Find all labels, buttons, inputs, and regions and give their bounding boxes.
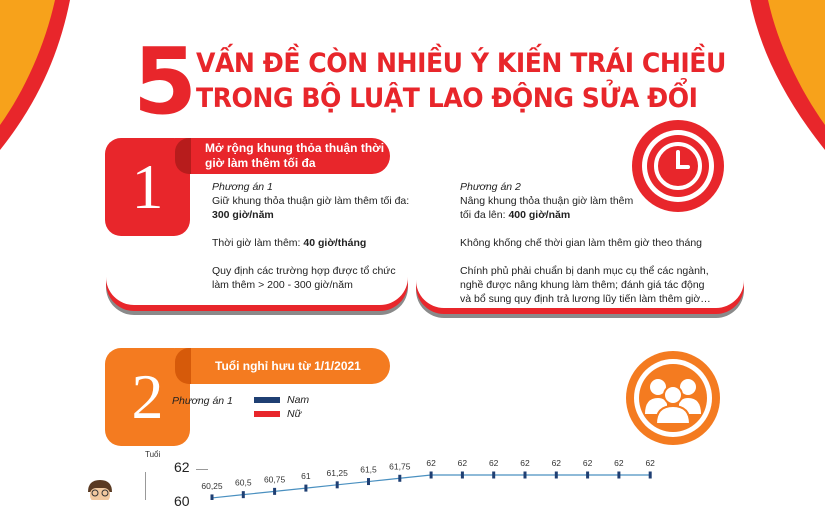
data-label: 62	[645, 458, 655, 468]
y-axis-label: Tuổi	[145, 450, 161, 459]
data-point	[554, 471, 558, 479]
data-label: 62	[426, 458, 436, 468]
data-point	[617, 471, 621, 479]
data-label: 62	[520, 458, 530, 468]
clock-icon	[632, 120, 724, 212]
title-number: 5	[133, 28, 198, 135]
data-label: 62	[614, 458, 624, 468]
data-label: 61,5	[360, 465, 377, 475]
legend-swatch-nam	[254, 397, 280, 403]
legend-swatch-nu	[254, 411, 280, 417]
data-label: 61	[301, 471, 311, 481]
data-label: 61,75	[389, 461, 411, 471]
data-point	[429, 471, 433, 479]
option2-text: Phương án 2 Nâng khung thỏa thuận giờ là…	[460, 181, 711, 305]
man-avatar	[88, 480, 112, 500]
data-point	[273, 487, 277, 495]
data-point	[398, 474, 402, 482]
data-point	[492, 471, 496, 479]
data-label: 62	[552, 458, 562, 468]
data-label: 61,25	[327, 468, 349, 478]
data-label: 62	[583, 458, 593, 468]
section2-header: Tuổi nghỉ hưu từ 1/1/2021	[175, 348, 390, 384]
data-label: 62	[489, 458, 499, 468]
data-point	[648, 471, 652, 479]
data-point	[210, 494, 214, 500]
curtain-decoration	[0, 0, 825, 150]
option1-text: Phương án 1 Giữ khung thỏa thuận giờ làm…	[212, 181, 410, 291]
title-line-1: VẤN ĐỀ CÒN NHIỀU Ý KIẾN TRÁI CHIỀU	[196, 48, 726, 79]
legend-label-nam: Nam	[287, 394, 310, 406]
y-axis	[145, 472, 146, 500]
data-label: 62	[458, 458, 468, 468]
data-label: 60,75	[264, 474, 286, 484]
retirement-age-chart: 60,25 60,5 60,75 61 61,25 61,5 61,75 62 62 62 62 62…	[201, 458, 655, 500]
data-point	[523, 471, 527, 479]
people-icon	[626, 351, 720, 445]
data-point	[304, 484, 308, 492]
data-label: 60,25	[201, 481, 223, 491]
legend-label-nu: Nữ	[287, 408, 302, 420]
data-point	[241, 491, 245, 499]
data-point	[460, 471, 464, 479]
option-label: Phương án 1	[172, 395, 233, 407]
data-point	[367, 478, 370, 486]
title-line-2: TRONG BỘ LUẬT LAO ĐỘNG SỬA ĐỔI	[196, 83, 698, 114]
data-point	[335, 481, 339, 489]
y-tick-62: 62	[174, 459, 190, 475]
data-label: 60,5	[235, 478, 252, 488]
data-point	[586, 471, 590, 479]
section1-header: Mở rộng khung thỏa thuận thời giờ làm thê…	[175, 138, 390, 174]
y-tick-mark	[196, 469, 208, 470]
